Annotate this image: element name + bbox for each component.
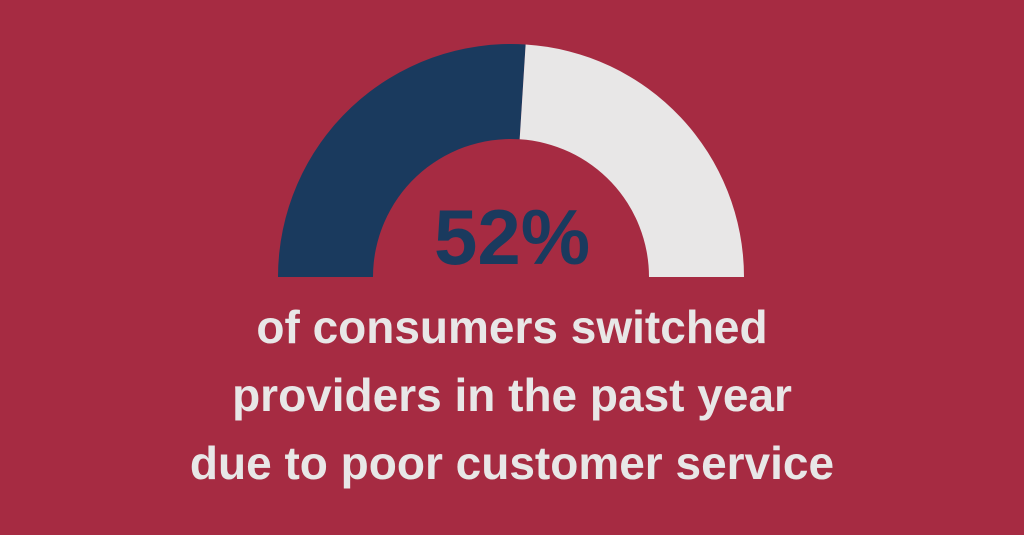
gauge-chart bbox=[278, 44, 744, 277]
gauge-filled-segment bbox=[278, 44, 526, 277]
gauge-value-label: 52% bbox=[433, 193, 591, 281]
gauge-empty-segment bbox=[519, 44, 744, 277]
caption-line-2: providers in the past year bbox=[232, 369, 792, 421]
caption-line-3: due to poor customer service bbox=[189, 437, 835, 489]
caption-line-1: of consumers switched bbox=[256, 301, 768, 353]
caption-text-block: of consumers switched providers in the p… bbox=[0, 293, 1024, 497]
